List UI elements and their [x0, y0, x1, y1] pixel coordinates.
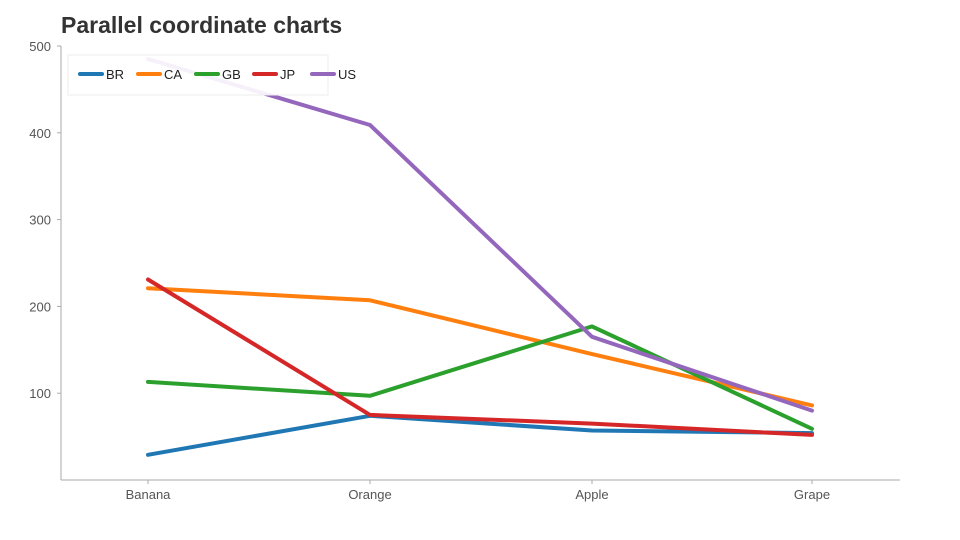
series-line-jp[interactable] [146, 277, 814, 437]
series-lines [146, 57, 814, 457]
series-line-br[interactable] [146, 413, 814, 457]
series-line-us[interactable] [146, 57, 814, 413]
x-tick-label-banana: Banana [126, 487, 172, 502]
y-tick-label: 200 [29, 299, 51, 314]
legend-label-jp[interactable]: JP [280, 67, 295, 82]
legend-label-us[interactable]: US [338, 67, 356, 82]
y-tick-label: 400 [29, 126, 51, 141]
legend-label-gb[interactable]: GB [222, 67, 241, 82]
axes: 100 200 300 400 500 Banana Orange Apple Grape [29, 39, 900, 502]
legend: BR CA GB JP US [67, 54, 356, 96]
y-tick-label: 500 [29, 39, 51, 54]
y-tick-label: 100 [29, 386, 51, 401]
x-tick-label-orange: Orange [348, 487, 391, 502]
y-tick-label: 300 [29, 213, 51, 228]
x-tick-label-grape: Grape [794, 487, 830, 502]
legend-label-br[interactable]: BR [106, 67, 124, 82]
legend-label-ca[interactable]: CA [164, 67, 182, 82]
series-line-gb[interactable] [146, 324, 814, 431]
x-tick-label-apple: Apple [575, 487, 608, 502]
chart-title: Parallel coordinate charts [61, 12, 343, 38]
